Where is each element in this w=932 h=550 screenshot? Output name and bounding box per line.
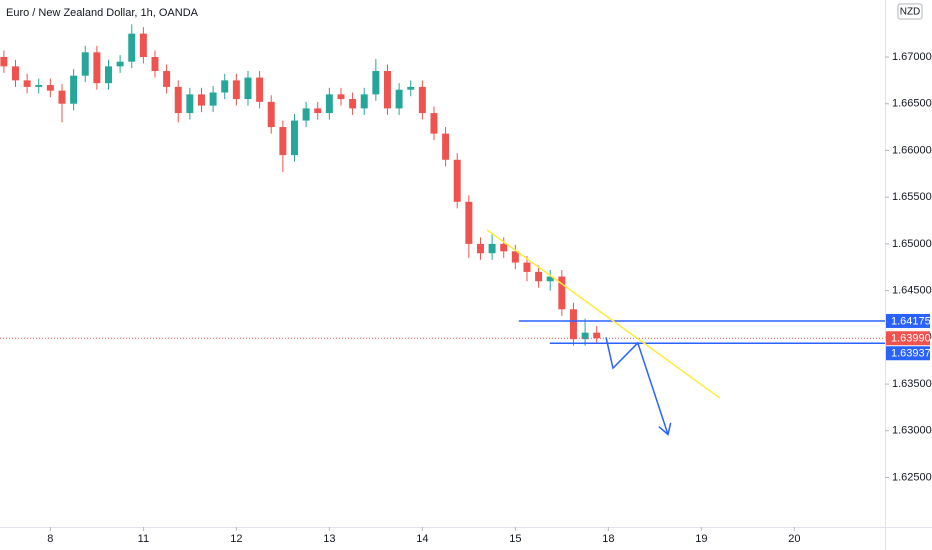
candle-body (558, 276, 566, 310)
candle-body (337, 94, 345, 100)
candle-body (279, 127, 287, 156)
y-tick-label: 1.66500 (892, 98, 932, 110)
price-tag-label: 1.63937 (891, 348, 931, 360)
x-tick-label: 15 (509, 533, 521, 545)
candle-body (546, 276, 554, 282)
candle-body (500, 243, 508, 252)
y-tick-label: 1.67000 (892, 51, 932, 63)
price-tag-label: 1.63990 (891, 333, 931, 345)
candle-body (70, 75, 78, 104)
candle-body (302, 108, 310, 121)
candle-body (221, 80, 229, 93)
candle-body (198, 94, 205, 106)
candle-body (535, 271, 543, 282)
candle-body (12, 66, 19, 81)
candle-body (465, 201, 473, 244)
candle-body (360, 94, 368, 109)
candle-body (116, 61, 124, 67)
candle-body (395, 89, 403, 109)
price-tag (886, 331, 930, 346)
x-tick-label: 14 (416, 533, 428, 545)
candle-body (325, 94, 333, 114)
candle-body (256, 77, 264, 102)
candle-body (105, 66, 112, 84)
candle-body (35, 85, 43, 87)
x-tick-label: 20 (788, 533, 800, 545)
currency-box[interactable] (897, 3, 923, 20)
price-tag (886, 313, 930, 328)
candle-body (81, 52, 89, 76)
x-tick-label: 12 (230, 533, 242, 545)
candle-body (511, 251, 519, 263)
y-tick-label: 1.65500 (892, 191, 932, 203)
x-tick-label: 18 (602, 533, 614, 545)
candle-body (372, 71, 380, 95)
y-tick-label: 1.66000 (892, 144, 932, 156)
price-tag (886, 346, 930, 361)
candle-body (593, 332, 601, 339)
candle-body (209, 92, 217, 106)
projection-path (605, 337, 669, 435)
candle-body (488, 243, 496, 254)
candle-body (128, 33, 136, 62)
candle-body (174, 86, 182, 114)
candle-body (569, 309, 577, 340)
y-tick-label: 1.64500 (892, 285, 932, 297)
candle-body (349, 99, 357, 109)
price-tag-label: 1.64175 (891, 315, 931, 327)
candle-body (453, 159, 461, 202)
candle-body (163, 71, 171, 87)
y-tick-label: 1.62500 (892, 471, 932, 483)
candle-body (0, 56, 8, 67)
candle-body (151, 56, 159, 72)
y-tick-label: 1.65000 (892, 238, 932, 250)
x-tick-label: 8 (47, 533, 53, 545)
y-tick-label: 1.63000 (892, 425, 932, 437)
trendline (486, 229, 721, 399)
candle-body (523, 262, 531, 272)
candle-body (581, 332, 589, 340)
candle-body (290, 120, 298, 156)
candle-body (476, 243, 484, 254)
candle-body (407, 86, 415, 90)
currency-label[interactable]: NZD (900, 7, 921, 18)
x-tick-label: 19 (695, 533, 707, 545)
y-tick-label: 1.63500 (892, 378, 932, 390)
candle-body (58, 90, 66, 104)
projection-arrowhead (658, 422, 672, 436)
candle-body (232, 80, 240, 100)
candle-body (139, 33, 147, 57)
candle-body (46, 85, 54, 91)
candle-body (430, 113, 438, 134)
x-tick-label: 13 (323, 533, 335, 545)
candle-body (23, 80, 31, 87)
candle-body (244, 77, 252, 100)
candle-body (442, 133, 450, 160)
candle-body (418, 86, 426, 114)
candle-body (314, 108, 322, 114)
candle-body (93, 52, 101, 84)
candle-body (267, 101, 275, 128)
x-tick-label: 11 (138, 533, 149, 545)
candle-body (383, 71, 391, 109)
candle-body (186, 94, 194, 114)
chart-title: Euro / New Zealand Dollar, 1h, OANDA (6, 7, 199, 19)
